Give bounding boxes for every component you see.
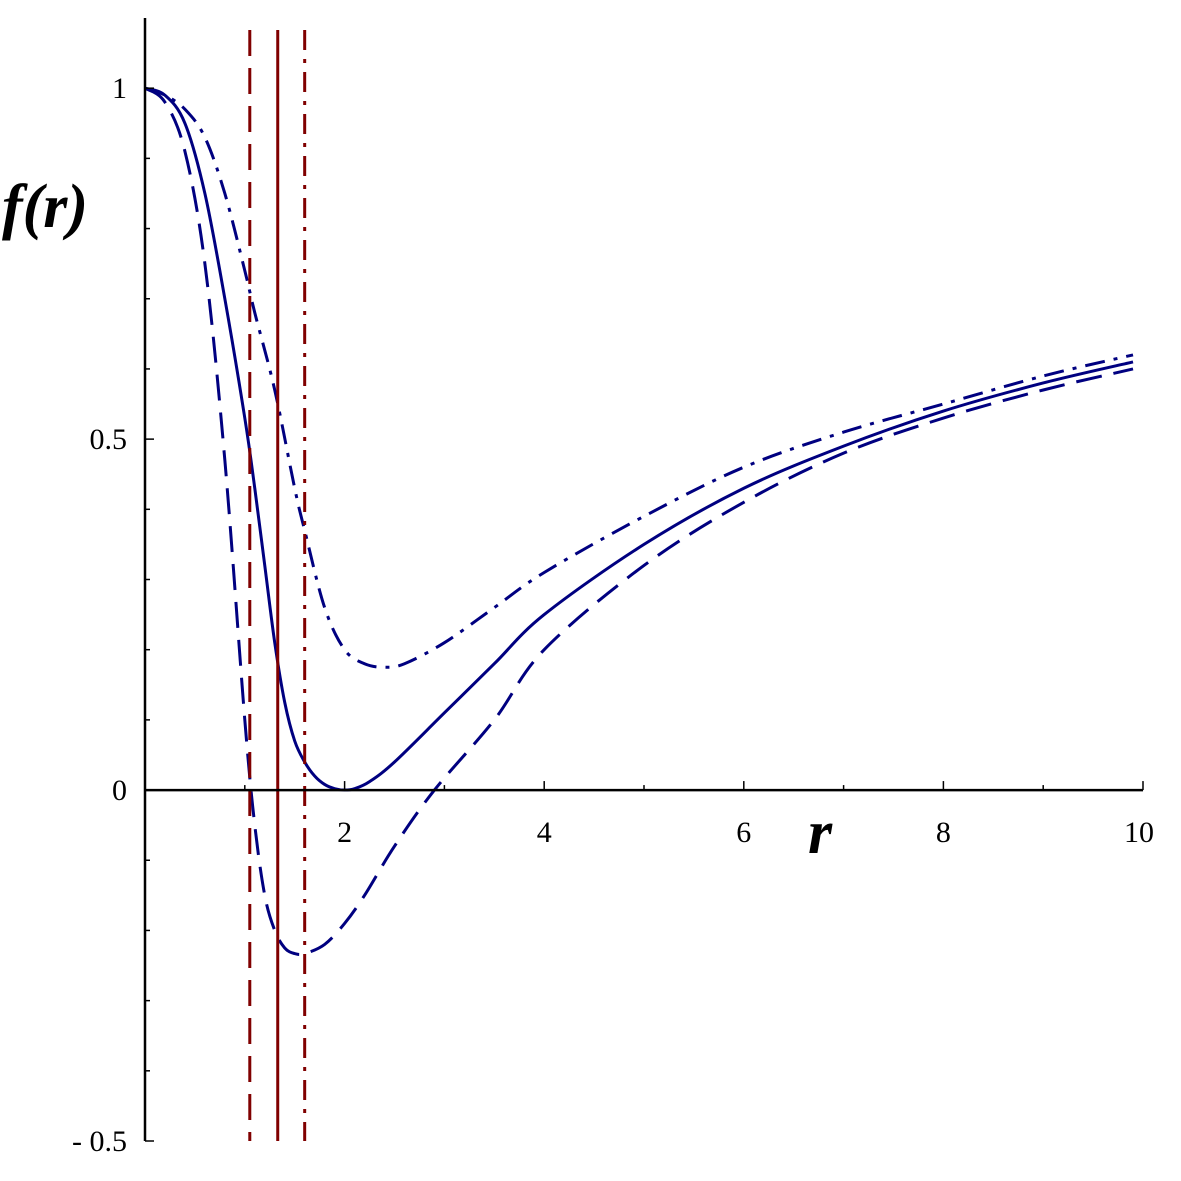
y-axis-title: f(r) [2, 173, 88, 241]
x-tick-label: 4 [537, 816, 552, 849]
x-axis-title: r [808, 799, 833, 867]
y-tick-label: 0.5 [90, 423, 128, 456]
ticks-layer: 2 4 6 8 10 1 0.5 0 - 0.5 [72, 72, 1154, 1158]
y-tick-label: 1 [112, 72, 127, 105]
x-tick-label: 8 [936, 816, 951, 849]
vertical-lines-layer [248, 30, 307, 1141]
curves-layer [144, 86, 1134, 957]
axes-layer [143, 18, 1143, 1141]
series-line-dashed [144, 86, 1134, 957]
y-tick-label: 0 [112, 774, 127, 807]
y-tick-label: - 0.5 [72, 1125, 127, 1158]
x-tick-label: 6 [736, 816, 751, 849]
x-tick-label: 10 [1124, 816, 1154, 849]
series-line-solid [144, 86, 1134, 792]
series-line-dashdot [144, 86, 1134, 669]
x-tick-label: 2 [337, 816, 352, 849]
